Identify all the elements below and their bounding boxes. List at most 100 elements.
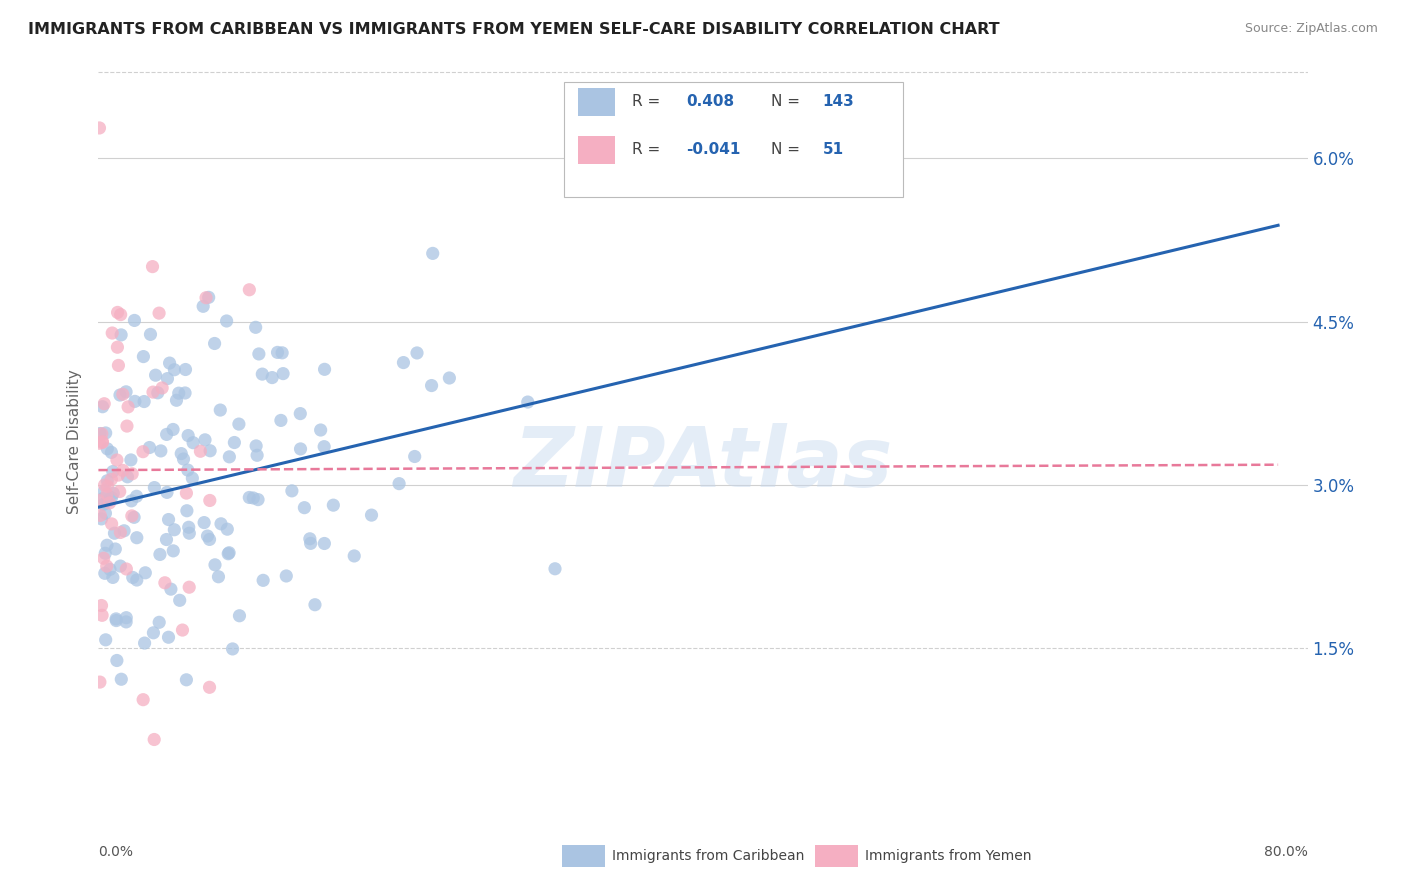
Point bbox=[89, 436, 111, 450]
Point bbox=[162, 544, 184, 558]
Point bbox=[134, 394, 156, 409]
Point bbox=[198, 493, 221, 508]
Text: N =: N = bbox=[770, 95, 800, 109]
Point bbox=[110, 327, 132, 342]
Point bbox=[96, 538, 118, 552]
Point bbox=[93, 478, 115, 492]
Point bbox=[197, 529, 219, 543]
Point bbox=[224, 435, 246, 450]
Point bbox=[89, 426, 111, 441]
Point bbox=[218, 546, 240, 560]
Point bbox=[101, 326, 124, 340]
Point bbox=[420, 378, 443, 392]
Point bbox=[90, 599, 112, 613]
Point bbox=[252, 367, 274, 381]
Point bbox=[93, 497, 115, 511]
Point bbox=[138, 441, 160, 455]
Point bbox=[108, 484, 131, 499]
Point bbox=[163, 362, 186, 376]
Point bbox=[97, 479, 120, 493]
Point bbox=[103, 526, 125, 541]
Point bbox=[103, 486, 125, 500]
Point bbox=[242, 491, 264, 505]
Point bbox=[179, 526, 201, 541]
Point bbox=[98, 496, 121, 510]
Point bbox=[87, 493, 110, 508]
Point bbox=[439, 371, 461, 385]
Point bbox=[204, 558, 226, 572]
Point bbox=[155, 533, 177, 547]
Point bbox=[360, 508, 382, 522]
Point bbox=[121, 570, 143, 584]
Point bbox=[195, 291, 218, 305]
Point bbox=[90, 512, 112, 526]
Point bbox=[404, 450, 426, 464]
Point bbox=[148, 615, 170, 630]
Text: N =: N = bbox=[770, 143, 800, 157]
Point bbox=[179, 580, 201, 594]
Point bbox=[209, 516, 232, 531]
Point bbox=[209, 403, 232, 417]
Point bbox=[266, 345, 288, 359]
Point bbox=[132, 692, 155, 706]
Point bbox=[238, 491, 260, 505]
Point bbox=[120, 493, 142, 508]
Point bbox=[198, 443, 221, 458]
Point bbox=[149, 548, 172, 562]
Point bbox=[93, 397, 115, 411]
Point bbox=[108, 388, 131, 402]
Point bbox=[94, 566, 117, 581]
Point bbox=[96, 559, 118, 574]
Point bbox=[143, 732, 166, 747]
Point bbox=[107, 305, 129, 319]
Point bbox=[91, 435, 114, 450]
Point bbox=[100, 491, 122, 505]
Point bbox=[406, 346, 429, 360]
Point bbox=[392, 355, 415, 369]
Text: IMMIGRANTS FROM CARIBBEAN VS IMMIGRANTS FROM YEMEN SELF-CARE DISABILITY CORRELAT: IMMIGRANTS FROM CARIBBEAN VS IMMIGRANTS … bbox=[28, 22, 1000, 37]
Point bbox=[298, 532, 321, 546]
Point bbox=[115, 384, 138, 399]
Point bbox=[245, 439, 267, 453]
Point bbox=[276, 569, 298, 583]
Point bbox=[170, 447, 193, 461]
Point bbox=[100, 472, 122, 486]
Point bbox=[111, 387, 134, 401]
Text: R =: R = bbox=[631, 95, 659, 109]
Point bbox=[166, 393, 188, 408]
Point bbox=[141, 260, 163, 274]
Point bbox=[221, 642, 243, 657]
Bar bbox=[578, 136, 614, 164]
Point bbox=[204, 336, 226, 351]
Point bbox=[314, 536, 336, 550]
Point bbox=[314, 440, 336, 454]
Point bbox=[100, 516, 122, 531]
Point bbox=[193, 299, 215, 313]
Point bbox=[124, 394, 146, 409]
Point bbox=[91, 434, 114, 449]
Point bbox=[176, 673, 198, 687]
Text: ZIPAtlas: ZIPAtlas bbox=[513, 423, 893, 504]
Point bbox=[157, 630, 180, 644]
Point bbox=[104, 541, 127, 556]
Point bbox=[93, 551, 115, 566]
Point bbox=[290, 407, 312, 421]
Point bbox=[100, 445, 122, 459]
Point bbox=[270, 413, 292, 427]
Point bbox=[124, 313, 146, 327]
Point bbox=[176, 486, 198, 500]
Point bbox=[125, 489, 148, 503]
Point bbox=[247, 492, 270, 507]
Point bbox=[110, 525, 132, 540]
Point bbox=[217, 547, 239, 561]
Point bbox=[516, 395, 538, 409]
Point bbox=[173, 452, 195, 467]
Text: 51: 51 bbox=[823, 143, 844, 157]
Point bbox=[544, 562, 567, 576]
Point bbox=[101, 570, 124, 584]
Point bbox=[177, 520, 200, 534]
FancyBboxPatch shape bbox=[564, 82, 903, 197]
Point bbox=[125, 573, 148, 587]
Point bbox=[105, 614, 128, 628]
Y-axis label: Self-Care Disability: Self-Care Disability bbox=[67, 369, 83, 514]
